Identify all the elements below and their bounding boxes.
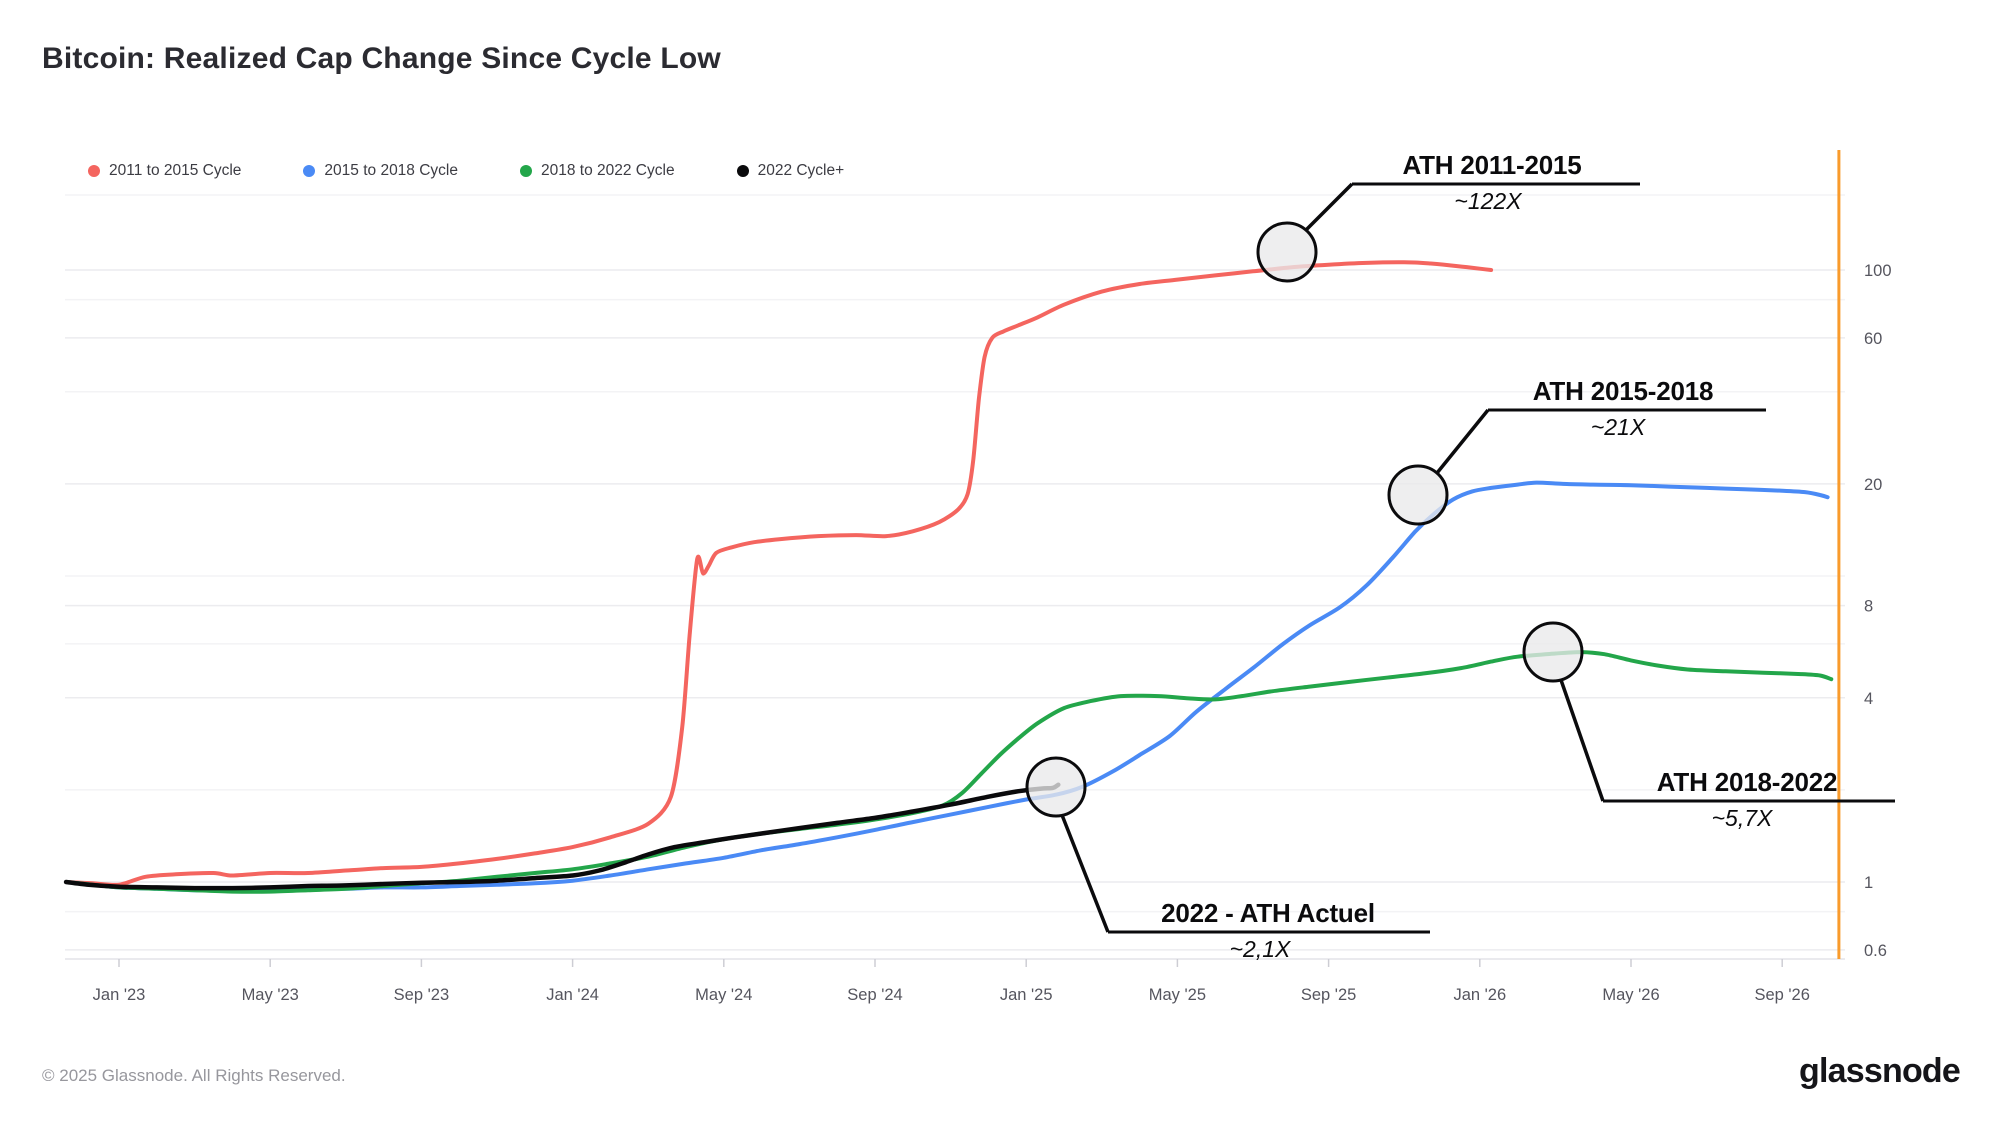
y-axis-label[interactable]: 1: [1864, 874, 1873, 892]
y-axis-label[interactable]: 4: [1864, 690, 1873, 708]
legend-item-2015-2018[interactable]: 2015 to 2018 Cycle: [303, 162, 458, 180]
x-axis-label[interactable]: Sep '23: [394, 986, 449, 1004]
annotation-circle-2: [1522, 621, 1584, 683]
legend-item-2018-2022[interactable]: 2018 to 2022 Cycle: [520, 162, 675, 180]
annotation-ath-2015-2018-value: ~21X: [1591, 414, 1645, 441]
copyright-text: © 2025 Glassnode. All Rights Reserved.: [42, 1066, 346, 1085]
x-axis-label[interactable]: May '26: [1602, 986, 1659, 1004]
legend-dot-icon: [520, 165, 532, 177]
y-axis-label[interactable]: 20: [1864, 476, 1882, 494]
y-axis-label[interactable]: 0.6: [1864, 942, 1887, 960]
y-axis-label[interactable]: 8: [1864, 598, 1873, 616]
x-axis-label[interactable]: May '25: [1149, 986, 1206, 1004]
x-axis-label[interactable]: May '24: [695, 986, 752, 1004]
x-axis-label[interactable]: Sep '24: [847, 986, 902, 1004]
annotation-ath-2011-2015: ATH 2011-2015: [1402, 150, 1581, 181]
annotation-title: ATH 2018-2022: [1656, 767, 1838, 797]
chart-legend: 2011 to 2015 Cycle 2015 to 2018 Cycle 20…: [88, 162, 844, 180]
annotation-circle-1: [1387, 464, 1449, 526]
glassnode-logo: glassnode: [1799, 1052, 1961, 1090]
annotation-value: ~21X: [1590, 414, 1646, 440]
legend-item-2022-cycle[interactable]: 2022 Cycle+: [736, 162, 845, 180]
annotation-ath-2018-2022: ATH 2018-2022: [1656, 767, 1838, 798]
annotation-ath-2011-2015-value: ~122X: [1454, 188, 1521, 215]
annotation-leader-line-1: [1435, 408, 1490, 475]
y-axis-label[interactable]: 60: [1864, 330, 1882, 348]
x-axis-label[interactable]: Jan '23: [93, 986, 146, 1004]
x-axis-label[interactable]: May '23: [242, 986, 299, 1004]
annotation-value: ~122X: [1454, 188, 1522, 214]
legend-item-2011-2015[interactable]: 2011 to 2015 Cycle: [88, 162, 241, 180]
annotation-circle-3: [1025, 756, 1087, 818]
legend-dot-icon: [303, 165, 316, 177]
legend-item-label: 2022 Cycle+: [757, 162, 845, 179]
annotation-leader-line-3: [1060, 814, 1110, 933]
legend-item-label: 2018 to 2022 Cycle: [541, 162, 675, 179]
annotation-value: ~5,7X: [1711, 805, 1773, 831]
x-axis-label[interactable]: Sep '26: [1754, 986, 1809, 1004]
series-line-2011-to-2015-cycle[interactable]: [64, 260, 1494, 887]
x-axis-label[interactable]: Sep '25: [1301, 986, 1356, 1004]
annotation-value: ~2,1X: [1229, 936, 1291, 962]
x-axis-label[interactable]: Jan '24: [546, 986, 599, 1004]
annotation-leader-line-2: [1559, 679, 1605, 802]
series-line-2022-cycle-[interactable]: [63, 782, 1061, 891]
page-title: Bitcoin: Realized Cap Change Since Cycle…: [42, 42, 721, 75]
legend-dot-icon: [736, 165, 749, 177]
x-axis-label[interactable]: Jan '26: [1453, 986, 1506, 1004]
annotation-ath-2015-2018: ATH 2015-2018: [1532, 376, 1714, 407]
legend-item-label: 2015 to 2018 Cycle: [324, 162, 458, 179]
series-line-2018-to-2022-cycle[interactable]: [64, 650, 1834, 894]
annotation-2022-ath-actuel: 2022 - ATH Actuel: [1161, 898, 1375, 929]
annotation-title: ATH 2015-2018: [1532, 376, 1714, 406]
annotation-title: 2022 - ATH Actuel: [1161, 898, 1375, 928]
annotation-circle-0: [1256, 221, 1318, 283]
annotation-leader-line-0: [1304, 182, 1354, 232]
legend-item-label: 2011 to 2015 Cycle: [109, 162, 242, 179]
annotation-ath-2018-2022-value: ~5,7X: [1712, 805, 1773, 832]
y-axis-label[interactable]: 100: [1864, 262, 1892, 280]
annotation-2022-ath-actuel-value: ~2,1X: [1230, 936, 1291, 963]
x-axis-label[interactable]: Jan '25: [1000, 986, 1053, 1004]
annotation-title: ATH 2011-2015: [1402, 150, 1582, 180]
legend-dot-icon: [88, 165, 100, 177]
